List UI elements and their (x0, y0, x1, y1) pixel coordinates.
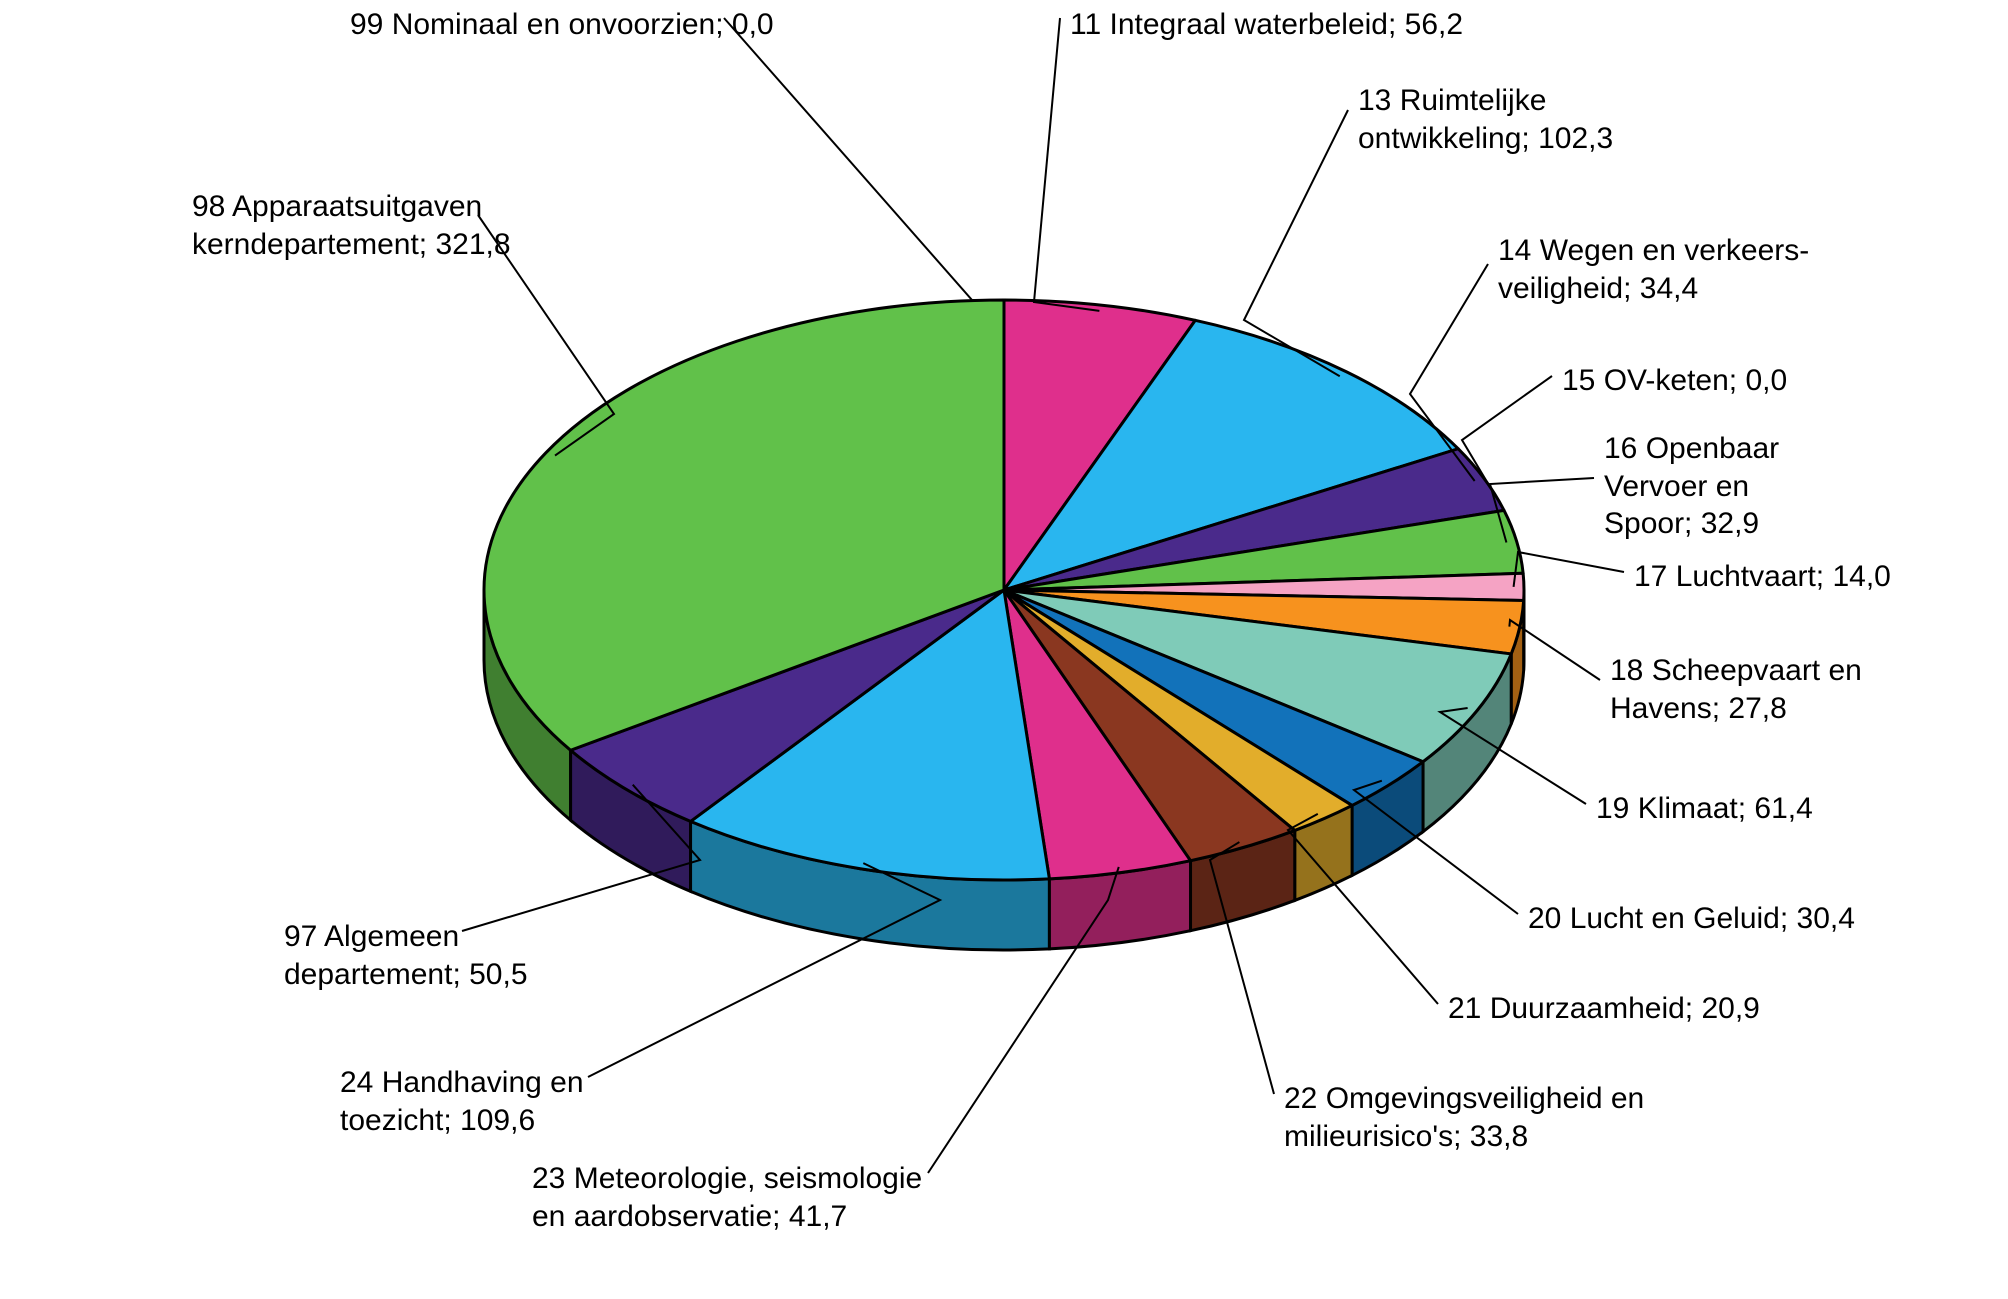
slice-label: 19 Klimaat; 61,4 (1596, 790, 1813, 828)
slice-label: 22 Omgevingsveiligheid en milieurisico's… (1284, 1080, 1644, 1155)
leader-line (724, 18, 1004, 300)
slice-label: 14 Wegen en verkeers- veiligheid; 34,4 (1498, 232, 1809, 307)
slice-label: 11 Integraal waterbeleid; 56,2 (1070, 6, 1463, 44)
slice-label: 20 Lucht en Geluid; 30,4 (1528, 900, 1855, 938)
slice-label: 13 Ruimtelijke ontwikkeling; 102,3 (1358, 82, 1613, 157)
slice-label: 15 OV-keten; 0,0 (1562, 362, 1787, 400)
slice-label: 24 Handhaving en toezicht; 109,6 (340, 1064, 584, 1139)
slice-label: 18 Scheepvaart en Havens; 27,8 (1610, 652, 1862, 727)
slice-label: 23 Meteorologie, seismologie en aardobse… (532, 1160, 922, 1235)
slice-label: 21 Duurzaamheid; 20,9 (1448, 990, 1760, 1028)
slice-label: 16 Openbaar Vervoer en Spoor; 32,9 (1604, 430, 1779, 543)
slice-label: 97 Algemeen departement; 50,5 (284, 918, 528, 993)
leader-line (1514, 552, 1624, 587)
slice-label: 98 Apparaatsuitgaven kerndepartement; 32… (192, 188, 511, 263)
leader-line (1034, 18, 1099, 311)
pie-chart-3d: 99 Nominaal en onvoorzien; 0,0 11 Integra… (0, 0, 2008, 1299)
slice-label: 17 Luchtvaart; 14,0 (1634, 558, 1891, 596)
slice-label: 99 Nominaal en onvoorzien; 0,0 (350, 6, 774, 44)
